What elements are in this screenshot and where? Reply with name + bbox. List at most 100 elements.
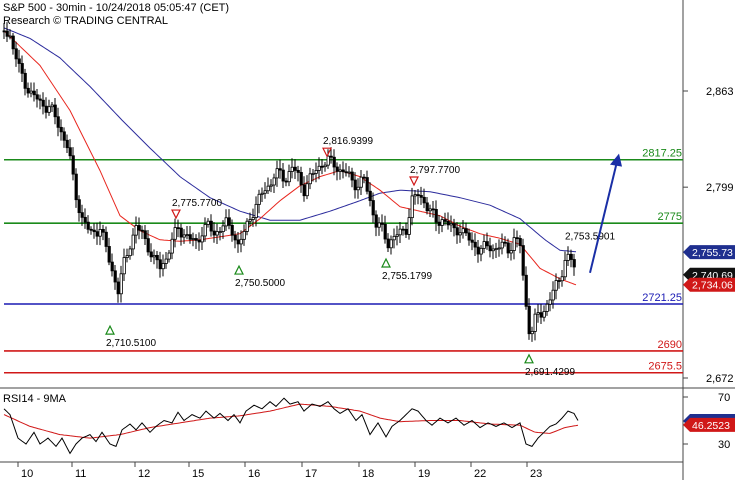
moving-averages-layer [3,27,577,286]
candle-body [116,281,120,295]
candle-body [77,199,81,214]
candle-body [128,248,132,257]
candle-body [563,259,567,278]
candle-body [242,231,246,240]
candle-body [386,238,390,249]
candle-body [59,126,63,133]
candle-body [521,245,525,276]
candle-body [101,229,105,233]
candle-body [35,94,39,100]
swing-high-label: 2,816.9399 [323,136,373,147]
candles-layer [2,22,576,342]
swing-low-marker [105,324,115,335]
swing-low-marker [381,257,391,268]
candle-body [353,179,357,191]
candle-body [317,165,321,171]
candle-body [491,248,495,252]
candle-body [2,30,6,33]
candle-body [23,72,27,89]
candle-body [407,217,411,235]
candle-body [371,200,375,216]
candle-body [560,276,564,282]
candle-body [395,234,399,237]
candle-body [254,203,258,218]
candle-body [272,177,276,186]
candle-body [368,190,372,201]
candle-body [263,190,267,194]
candle-body [110,261,114,272]
candle-body [338,169,342,172]
price-tick-label: 2,672 [706,373,734,385]
swing-high-marker [322,147,332,158]
candle-body [401,228,405,231]
candle-body [257,193,261,205]
candle-body [80,212,84,218]
candle-body [326,155,330,166]
candle-body [68,147,72,157]
price-badge-bg [683,277,735,292]
candle-body [551,289,555,301]
candle-body [428,208,432,212]
candle-body [374,214,378,228]
swing-high-label: 2,775.7700 [172,198,222,209]
candle-body [347,171,351,174]
price-tick-label: 2,799 [706,182,734,194]
candle-body [146,238,150,253]
candle-body [119,273,123,295]
candle-body [83,216,87,223]
candle-body [413,194,417,197]
candle-body [536,312,540,315]
candle-body [14,48,18,60]
candle-body [320,165,324,168]
candle-body [233,234,237,241]
candle-body [362,176,366,179]
candle-body [131,234,135,250]
candle-body [572,259,576,268]
chart-header-research: Research © TRADING CENTRAL [3,15,168,27]
candle-body [137,225,141,231]
candle-body [359,176,363,188]
candle-body [53,104,57,118]
candle-body [86,221,90,230]
candle-body [134,225,138,236]
candle-body [404,228,408,235]
candle-body [335,166,339,172]
candle-body [452,223,456,229]
candle-body [92,229,96,233]
candle-body [539,312,543,318]
candle-body [518,238,522,246]
candle-body [104,231,108,247]
candle-body [269,184,273,187]
candle-body [479,247,483,255]
annotations-layer: 2,710.5100 2,775.7700 2,750.5000 2,816.9399… [105,136,622,378]
candle-body [380,222,384,225]
candle-body [485,241,489,247]
candle-body [89,228,93,231]
rsi-tick-label: 30 [718,439,730,451]
candle-body [470,239,474,243]
rsi-badge-bg [683,417,735,432]
candle-body [422,196,426,204]
time-tick-label: 12 [138,468,150,480]
candle-body [275,168,279,179]
candle-body [56,116,60,128]
candle-body [458,232,462,236]
price-tick-label: 2,863 [706,86,734,98]
candle-body [203,224,207,237]
candle-body [170,238,174,254]
candle-body [185,234,189,237]
candle-body [284,180,288,183]
candle-body [509,250,513,254]
candle-body [11,35,15,50]
candle-body [323,164,327,168]
candle-body [554,280,558,291]
candle-body [152,254,156,258]
swing-high-marker [171,209,181,220]
level-label: 2775 [658,211,682,223]
candle-body [164,258,168,264]
candle-body [527,305,531,335]
candle-body [533,313,537,332]
candle-body [41,99,45,107]
rsi-line [3,397,579,455]
